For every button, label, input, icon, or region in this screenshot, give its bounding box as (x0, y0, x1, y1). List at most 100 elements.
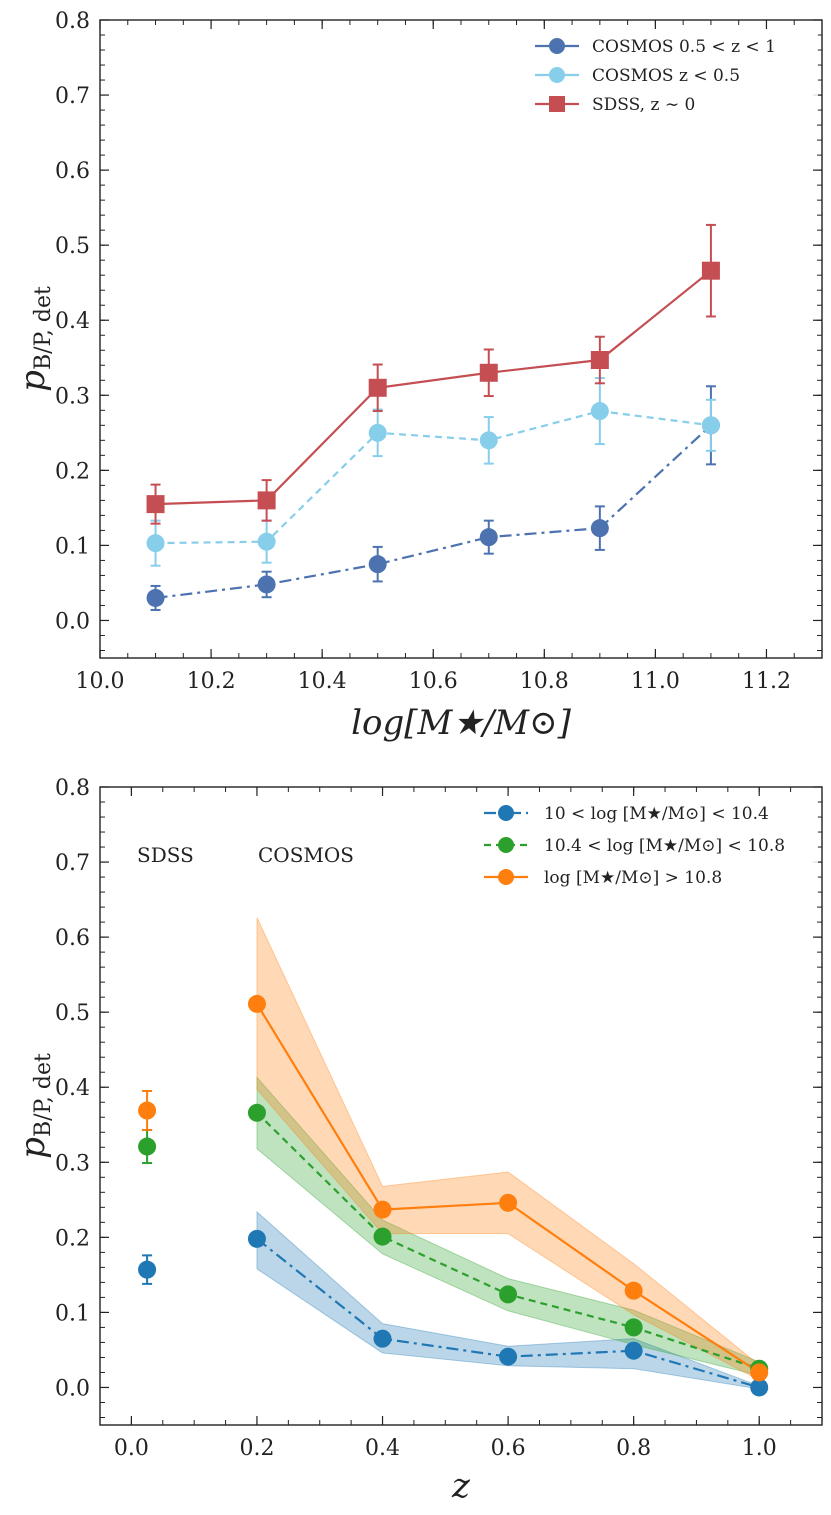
sdss-data-point (138, 1101, 157, 1120)
x-tick-label: 10.2 (187, 669, 236, 694)
x-tick-label: 11.0 (631, 669, 680, 694)
series-line (155, 269, 712, 506)
legend-label: SDSS, z ∼ 0 (592, 95, 695, 115)
legend: COSMOS 0.5 < z < 1 COSMOS z < 0.5 SDSS, … (528, 30, 818, 122)
data-point (590, 402, 609, 421)
data-point (701, 416, 720, 435)
y-tick-label: 0.8 (55, 776, 90, 801)
data-point (750, 1363, 769, 1382)
chart-mass-panel: 10.0 10.2 10.4 10.6 10.8 11.0 11.2 0.0 0.1 0.2 0.3… (13, 9, 823, 743)
chart-redshift-panel: 0.0 0.2 0.4 0.6 0.8 1.0 0.0 0.1 0.2 0.3 0.4 0.5 0.6 0… (13, 776, 823, 1506)
axis-ticks: 10.0 10.2 10.4 10.6 10.8 11.0 11.2 0.0 0.1 0.2 0.3… (55, 9, 823, 694)
legend-item-cosmos-low-z: COSMOS z < 0.5 (535, 66, 740, 86)
y-tick-label: 0.3 (55, 384, 90, 409)
annotation-sdss: SDSS (137, 843, 194, 867)
x-tick-label: 10.6 (409, 669, 458, 694)
data-point (146, 495, 165, 514)
y-axis-label-main: p (13, 1137, 53, 1159)
y-tick-label: 0.6 (55, 159, 90, 184)
x-tick-label: 11.2 (742, 669, 791, 694)
y-axis-label: pB/P, det (13, 286, 56, 392)
y-axis-label-main: p (13, 370, 53, 392)
y-tick-label: 0.2 (55, 1226, 90, 1251)
x-tick-label: 0.6 (491, 1436, 526, 1461)
data-point (247, 1103, 266, 1122)
y-tick-label: 0.5 (55, 1001, 90, 1026)
data-point (368, 423, 387, 442)
y-axis-label: pB/P, det (13, 1053, 56, 1159)
y-tick-label: 0.1 (55, 1301, 90, 1326)
svg-text:pB/P, det: pB/P, det (13, 286, 56, 392)
data-point (624, 1341, 643, 1360)
series-line (155, 409, 712, 545)
y-tick-label: 0.7 (55, 84, 90, 109)
y-axis-label-sub: B/P, det (31, 1053, 56, 1137)
data-point (368, 555, 387, 574)
legend-item-sdss: SDSS, z ∼ 0 (535, 95, 695, 115)
legend-item-mid-mass: 10.4 < log [M★/M⊙] < 10.8 (484, 836, 785, 856)
legend-item-cosmos-high-z: COSMOS 0.5 < z < 1 (535, 37, 776, 57)
data-point (257, 532, 276, 551)
x-tick-label: 0.4 (365, 1436, 400, 1461)
data-point (257, 575, 276, 594)
y-tick-label: 0.1 (55, 534, 90, 559)
data-point (701, 261, 720, 280)
plot-frame (99, 786, 823, 1426)
y-tick-label: 0.4 (55, 309, 90, 334)
data-points (138, 994, 769, 1397)
data-point (499, 1193, 518, 1212)
x-tick-label: 1.0 (742, 1436, 777, 1461)
y-tick-label: 0.6 (55, 926, 90, 951)
data-point (247, 1229, 266, 1248)
y-tick-label: 0.8 (55, 9, 90, 34)
y-axis-label-sub: B/P, det (31, 286, 56, 370)
data-point (499, 1347, 518, 1366)
data-point (373, 1227, 392, 1246)
legend: 10 < log [M★/M⊙] < 10.4 10.4 < log [M★/M… (480, 796, 818, 896)
data-point (146, 534, 165, 553)
data-point (257, 491, 276, 510)
x-tick-label: 0.0 (114, 1436, 149, 1461)
data-point (373, 1200, 392, 1219)
legend-label: COSMOS 0.5 < z < 1 (592, 37, 776, 57)
x-axis-label: z (451, 1466, 471, 1506)
legend-label: 10.4 < log [M★/M⊙] < 10.8 (544, 836, 785, 856)
legend-label: 10 < log [M★/M⊙] < 10.4 (544, 804, 769, 824)
x-tick-label: 0.8 (616, 1436, 651, 1461)
y-tick-label: 0.5 (55, 234, 90, 259)
confidence-bands (256, 917, 760, 1390)
y-tick-label: 0.3 (55, 1151, 90, 1176)
y-tick-label: 0.7 (55, 851, 90, 876)
data-point (373, 1329, 392, 1348)
x-tick-label: 10.8 (520, 669, 569, 694)
data-point (479, 363, 498, 382)
annotation-cosmos: COSMOS (258, 843, 354, 867)
svg-text:pB/P, det: pB/P, det (13, 1053, 56, 1159)
y-tick-label: 0.0 (55, 1376, 90, 1401)
x-axis-label: log[M★/M⊙] (351, 703, 571, 743)
legend-label: log [M★/M⊙] > 10.8 (544, 868, 722, 888)
sdss-data-point (138, 1260, 157, 1279)
data-point (750, 1378, 769, 1397)
x-tick-label: 0.2 (239, 1436, 274, 1461)
data-point (590, 351, 609, 370)
series-lines (155, 269, 712, 600)
x-tick-label: 10.0 (76, 669, 125, 694)
data-point (624, 1281, 643, 1300)
y-tick-label: 0.0 (55, 609, 90, 634)
data-points (146, 223, 720, 611)
data-point (499, 1285, 518, 1304)
y-tick-label: 0.2 (55, 459, 90, 484)
series-line (256, 1237, 760, 1389)
data-point (247, 994, 266, 1013)
data-point (146, 588, 165, 607)
legend-item-low-mass: 10 < log [M★/M⊙] < 10.4 (484, 804, 769, 824)
legend-label: COSMOS z < 0.5 (592, 66, 740, 86)
data-point (479, 431, 498, 450)
series-line (155, 424, 712, 600)
data-point (479, 528, 498, 547)
legend-item-high-mass: log [M★/M⊙] > 10.8 (484, 868, 722, 888)
data-point (590, 519, 609, 538)
data-point (624, 1318, 643, 1337)
